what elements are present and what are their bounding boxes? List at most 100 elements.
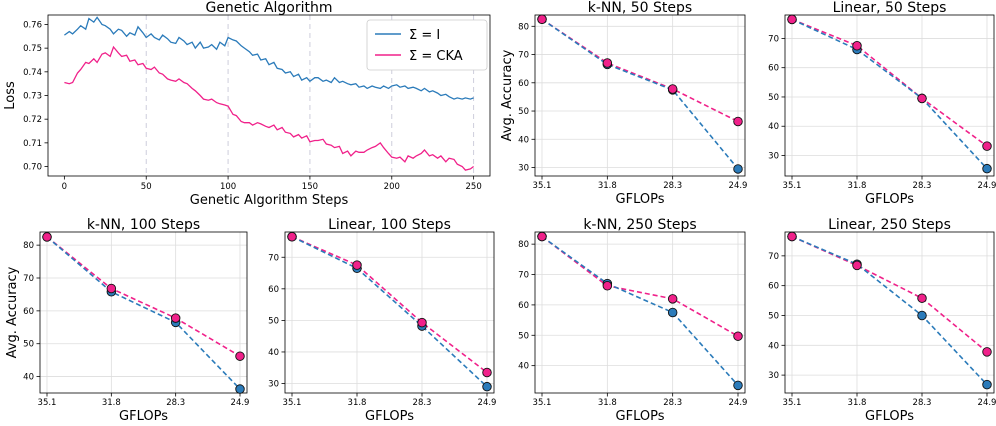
- data-point-cka: [106, 283, 117, 294]
- data-point-cka: [537, 231, 547, 242]
- data-point-cka: [733, 331, 743, 341]
- data-point-identity: [733, 380, 743, 391]
- y-tick-label: 0.72: [23, 115, 42, 125]
- y-tick-label: 60: [768, 64, 779, 74]
- y-tick-label: 60: [518, 301, 529, 311]
- y-tick-label: 50: [768, 93, 779, 103]
- data-point-identity: [667, 307, 678, 318]
- data-point-cka: [667, 84, 678, 94]
- data-point-identity: [733, 164, 743, 174]
- chart-title: k-NN, 100 Steps: [87, 217, 200, 233]
- chart-knn100: 35.1 31.8 28.3 24.9 40 50 60 70 80 k-NN, 100 Step…: [5, 217, 249, 424]
- y-tick-label: 50: [518, 331, 529, 341]
- series-line-cka: [791, 18, 988, 147]
- x-tick-label: 24.9: [978, 398, 996, 408]
- y-axis-label: Loss: [3, 81, 18, 110]
- y-axis-label: Avg. Accuracy: [500, 49, 515, 141]
- x-axis-label: GFLOPs: [365, 409, 414, 424]
- y-tick-label: 40: [518, 362, 529, 372]
- y-tick-label: 0.71: [23, 139, 42, 149]
- x-tick-label: 24.9: [729, 398, 748, 408]
- x-tick-label: 0: [62, 182, 67, 192]
- y-tick-label: 0.75: [23, 44, 42, 54]
- y-tick-label: 70: [768, 252, 779, 262]
- data-point-cka: [852, 40, 862, 51]
- lin100-frame: [284, 231, 495, 394]
- lin50-frame: [784, 14, 995, 177]
- x-tick-label: 250: [466, 182, 482, 192]
- x-tick-label: 24.9: [729, 181, 748, 191]
- y-tick-label: 60: [268, 285, 279, 295]
- series-line-identity: [791, 235, 988, 386]
- y-tick-label: 70: [23, 274, 34, 284]
- chart-ga: 0 50 100 150 200 250 0.70 0.71 0.72 0.73 0.74 0.75 0…: [3, 0, 491, 208]
- x-tick-label: 35.1: [533, 398, 552, 408]
- data-point-cka: [482, 367, 492, 378]
- data-point-cka: [417, 317, 427, 328]
- data-point-cka: [537, 14, 547, 24]
- data-point-cka: [982, 347, 992, 357]
- x-tick-label: 24.9: [478, 398, 497, 408]
- x-tick-label: 31.8: [848, 398, 867, 408]
- y-tick-label: 80: [518, 22, 529, 32]
- data-point-cka: [42, 232, 52, 242]
- y-tick-label: 60: [518, 79, 529, 89]
- x-tick-label: 31.8: [102, 398, 121, 408]
- x-tick-label: 24.9: [978, 181, 996, 191]
- x-axis-label: GFLOPs: [865, 192, 914, 207]
- data-point-cka: [852, 260, 862, 271]
- x-tick-label: 24.9: [231, 398, 250, 408]
- data-point-cka: [235, 351, 245, 361]
- x-tick-label: 35.1: [783, 181, 802, 191]
- y-tick-label: 60: [23, 307, 34, 317]
- chart-title: k-NN, 250 Steps: [583, 217, 696, 233]
- data-point-cka: [287, 231, 297, 242]
- series-line-cka: [64, 45, 474, 171]
- y-tick-label: 70: [518, 51, 529, 61]
- x-axis-label: Genetic Algorithm Steps: [190, 193, 349, 208]
- data-point-cka: [667, 294, 678, 304]
- legend-entry: Σ = CKA: [409, 49, 463, 64]
- knn100-frame: [39, 231, 248, 394]
- chart-title: Linear, 50 Steps: [833, 0, 947, 16]
- data-point-cka: [917, 93, 927, 104]
- x-tick-label: 50: [141, 182, 152, 192]
- x-tick-label: 35.1: [283, 398, 302, 408]
- x-axis-label: GFLOPs: [119, 409, 168, 424]
- y-tick-label: 30: [768, 371, 779, 381]
- data-point-cka: [787, 14, 797, 25]
- x-axis-label: GFLOPs: [616, 409, 665, 424]
- x-tick-label: 200: [384, 182, 400, 192]
- x-tick-label: 31.8: [598, 181, 617, 191]
- data-point-cka: [982, 141, 992, 151]
- y-tick-label: 80: [23, 241, 34, 251]
- x-tick-label: 150: [302, 182, 318, 192]
- chart-knn50: 35.1 31.8 28.3 24.9 30 40 50 60 70 80 k-NN, 50 Ste…: [500, 0, 747, 207]
- y-tick-label: 50: [768, 311, 779, 321]
- lin250-frame: [784, 231, 995, 394]
- y-tick-label: 0.76: [23, 20, 42, 30]
- series-line-cka: [291, 235, 488, 374]
- y-tick-label: 30: [268, 380, 279, 390]
- y-tick-label: 70: [768, 34, 779, 44]
- data-point-identity: [482, 381, 492, 392]
- y-tick-label: 30: [768, 152, 779, 162]
- x-axis-label: GFLOPs: [616, 192, 665, 207]
- x-axis-label: GFLOPs: [865, 409, 914, 424]
- data-point-cka: [787, 231, 797, 242]
- y-tick-label: 40: [518, 135, 529, 145]
- x-tick-label: 28.3: [913, 398, 932, 408]
- x-tick-label: 28.3: [913, 181, 932, 191]
- x-tick-label: 31.8: [348, 398, 367, 408]
- x-tick-label: 28.3: [413, 398, 432, 408]
- legend-box: [366, 19, 488, 71]
- y-tick-label: 50: [518, 107, 529, 117]
- data-point-cka: [733, 116, 743, 127]
- knn50-frame: [534, 14, 746, 177]
- x-tick-label: 31.8: [848, 181, 867, 191]
- series-line-identity: [291, 235, 488, 388]
- chart-title: Genetic Algorithm: [205, 0, 332, 16]
- y-axis-label: Avg. Accuracy: [5, 266, 20, 358]
- y-tick-label: 0.73: [23, 92, 42, 102]
